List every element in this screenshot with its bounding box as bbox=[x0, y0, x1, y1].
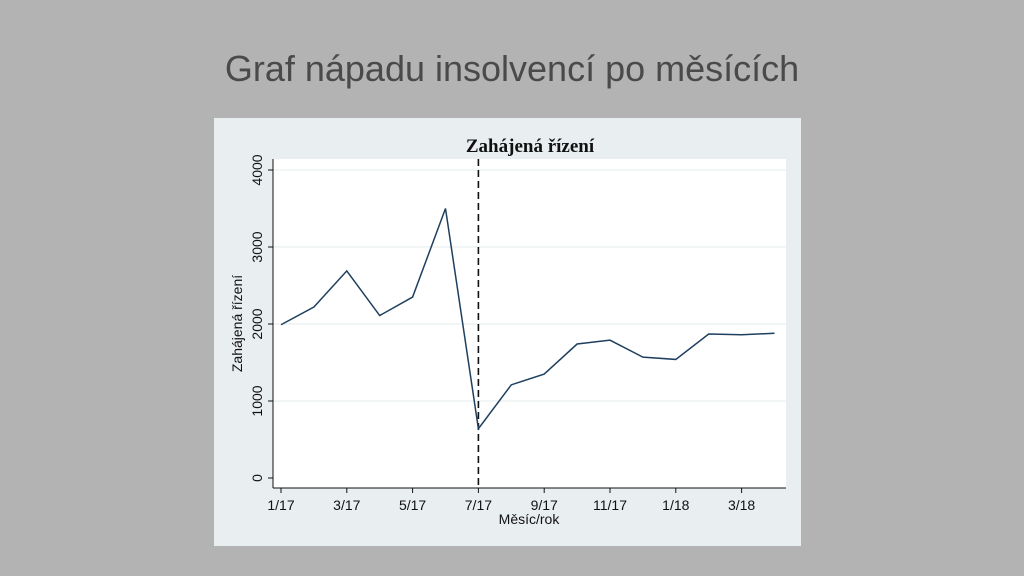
series-line bbox=[280, 208, 775, 431]
y-tick-label: 2000 bbox=[249, 308, 265, 339]
y-axis-label: Zahájená řízení bbox=[229, 275, 245, 372]
insolvency-line-chart: 0 1000 2000 3000 4000 1/17 3/17 5/17 7/17 9/17 11/… bbox=[229, 136, 786, 527]
x-tick-label: 5/17 bbox=[399, 497, 426, 513]
x-tick-label: 3/18 bbox=[728, 497, 755, 513]
x-tick-label: 9/17 bbox=[531, 497, 558, 513]
x-tick-label: 1/18 bbox=[662, 497, 689, 513]
y-tick-label: 3000 bbox=[249, 231, 265, 262]
series-layer bbox=[280, 159, 775, 488]
y-tick-label: 1000 bbox=[249, 385, 265, 416]
x-tick-label: 3/17 bbox=[333, 497, 360, 513]
tick-labels: 0 1000 2000 3000 4000 1/17 3/17 5/17 7/17 9/17 11/… bbox=[249, 154, 755, 513]
y-tick-label: 4000 bbox=[249, 154, 265, 185]
x-tick-label: 7/17 bbox=[465, 497, 492, 513]
x-tick-label: 11/17 bbox=[593, 497, 627, 513]
x-axis-label: Měsíc/rok bbox=[499, 511, 561, 527]
x-tick-label: 1/17 bbox=[267, 497, 294, 513]
chart-title: Zahájená řízení bbox=[466, 136, 595, 157]
chart-panel: 0 1000 2000 3000 4000 1/17 3/17 5/17 7/17 9/17 11/… bbox=[214, 118, 801, 546]
grid-lines bbox=[273, 169, 786, 402]
y-tick-label: 0 bbox=[249, 474, 265, 482]
axes bbox=[268, 159, 786, 493]
slide-title: Graf nápadu insolvencí po měsících bbox=[224, 48, 800, 89]
